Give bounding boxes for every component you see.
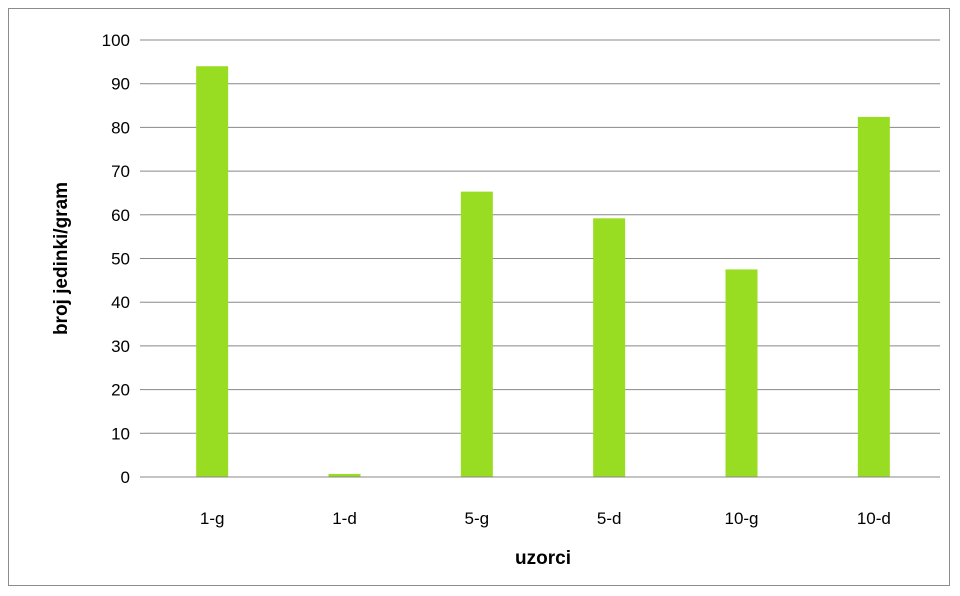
y-tick-label: 30	[111, 337, 130, 356]
y-tick-label: 50	[111, 250, 130, 269]
y-axis-title: broj jedinki/gram	[51, 182, 72, 335]
bars	[196, 66, 890, 478]
bar-10-g	[725, 269, 758, 477]
y-tick-label: 60	[111, 206, 130, 225]
x-axis-title: uzorci	[515, 548, 571, 569]
y-tick-label: 20	[111, 381, 130, 400]
bar-5-g	[460, 191, 493, 477]
y-tick-label: 80	[111, 118, 130, 137]
y-tick-label: 100	[102, 31, 130, 50]
x-tick-label: 10-g	[724, 509, 758, 528]
y-tick-label: 10	[111, 424, 130, 443]
x-tick-label: 1-d	[332, 509, 357, 528]
y-tick-label: 70	[111, 162, 130, 181]
x-tick-label: 5-g	[465, 509, 490, 528]
x-tick-label: 1-g	[200, 509, 225, 528]
x-tick-label: 5-d	[597, 509, 622, 528]
y-tick-label: 90	[111, 75, 130, 94]
gridlines	[146, 39, 940, 434]
y-tick-label: 0	[121, 468, 130, 487]
bar-5-d	[593, 218, 626, 477]
x-tick-label: 10-d	[857, 509, 891, 528]
y-axis-ticks: 0 10 20 30 40 50 60 70 80 90 100	[102, 31, 146, 487]
bar-1-d	[328, 473, 361, 477]
x-axis-ticks: 1-g 1-d 5-g 5-d 10-g 10-d	[200, 509, 891, 528]
bar-1-g	[196, 66, 229, 477]
bar-10-d	[857, 116, 890, 478]
y-tick-label: 40	[111, 293, 130, 312]
